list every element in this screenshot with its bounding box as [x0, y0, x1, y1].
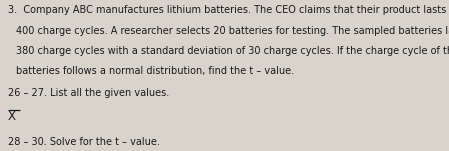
Text: X: X	[8, 110, 16, 123]
Text: 26 – 27. List all the given values.: 26 – 27. List all the given values.	[8, 88, 169, 98]
Text: 3.  Company ABC manufactures lithium batteries. The CEO claims that their produc: 3. Company ABC manufactures lithium batt…	[8, 5, 446, 15]
Text: 28 – 30. Solve for the t – value.: 28 – 30. Solve for the t – value.	[8, 137, 160, 147]
Text: 400 charge cycles. A researcher selects 20 batteries for testing. The sampled ba: 400 charge cycles. A researcher selects …	[16, 26, 449, 36]
Text: batteries follows a normal distribution, find the t – value.: batteries follows a normal distribution,…	[16, 66, 294, 76]
Text: 380 charge cycles with a standard deviation of 30 charge cycles. If the charge c: 380 charge cycles with a standard deviat…	[16, 46, 449, 56]
